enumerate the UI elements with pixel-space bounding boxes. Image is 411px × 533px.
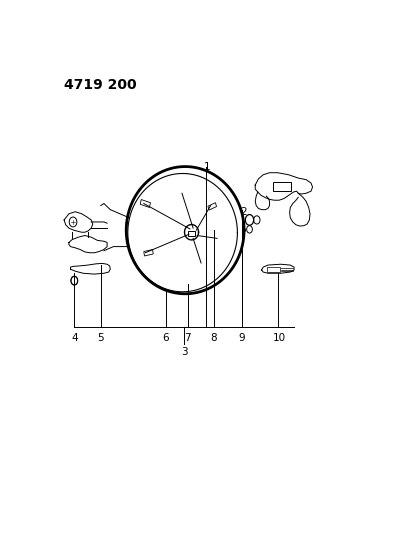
Text: 4719 200: 4719 200	[64, 78, 137, 92]
Text: 7: 7	[185, 333, 191, 343]
Text: 9: 9	[239, 333, 245, 343]
Text: 3: 3	[181, 347, 187, 357]
Text: 5: 5	[97, 333, 104, 343]
Text: 4: 4	[71, 333, 78, 343]
Text: 6: 6	[162, 333, 169, 343]
Text: 1: 1	[203, 163, 210, 173]
Text: 2: 2	[240, 207, 247, 217]
Text: 8: 8	[210, 333, 217, 343]
Text: 10: 10	[273, 333, 286, 343]
